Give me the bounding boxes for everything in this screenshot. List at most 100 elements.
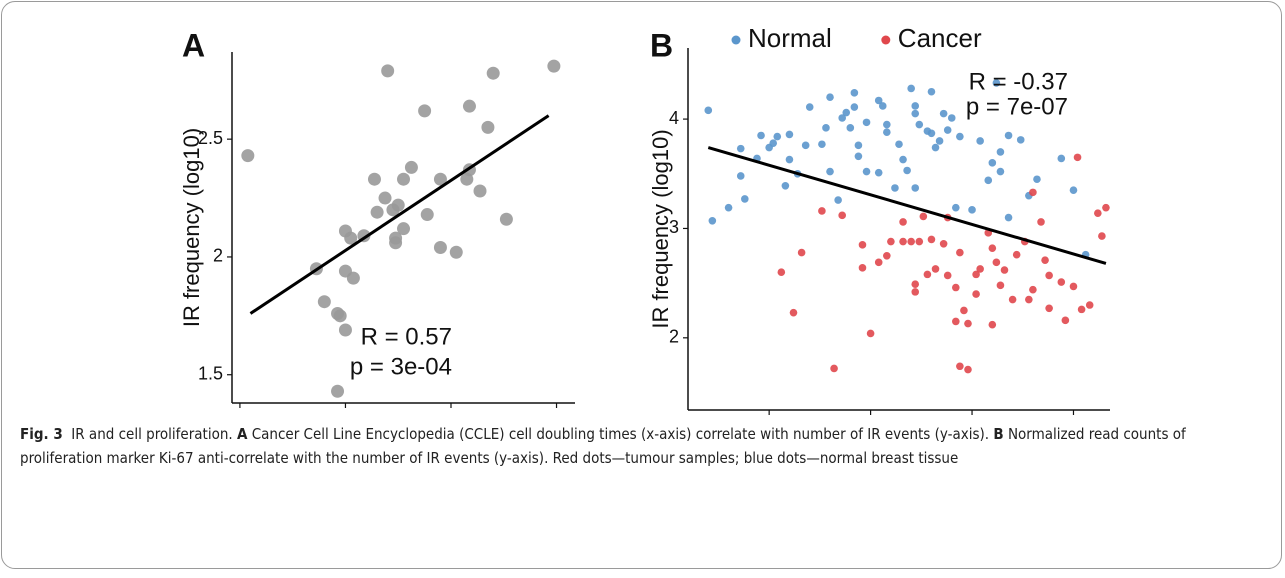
point (988, 159, 997, 167)
point (724, 203, 733, 212)
point (1012, 250, 1021, 259)
point (757, 131, 765, 140)
point (397, 222, 410, 236)
point (736, 144, 745, 153)
point (389, 236, 403, 250)
point (830, 364, 838, 373)
point (834, 196, 842, 204)
y-tick-label: 3 (669, 217, 679, 237)
legend-label: Cancer (898, 23, 982, 53)
point (1029, 285, 1037, 294)
point (1008, 295, 1017, 304)
point (883, 251, 891, 260)
annotation: R = 0.57 (361, 323, 452, 350)
point (972, 290, 980, 298)
point (907, 237, 915, 246)
point (911, 109, 920, 118)
point (317, 295, 331, 309)
point (952, 203, 960, 212)
point (915, 237, 924, 246)
point (903, 166, 911, 175)
point (919, 212, 928, 221)
point (887, 237, 895, 246)
point (911, 280, 920, 289)
point (911, 288, 920, 296)
panel-letter: B (993, 425, 1004, 443)
legend-swatch (881, 35, 891, 45)
point (899, 218, 907, 226)
point (1045, 304, 1053, 313)
point (785, 130, 794, 139)
point (481, 120, 495, 134)
point (1004, 131, 1013, 140)
legend-label: Normal (748, 23, 832, 53)
point (241, 149, 255, 163)
point (708, 216, 717, 225)
point (866, 329, 875, 338)
point (1069, 282, 1078, 291)
y-tick-label: 2.5 (198, 128, 223, 148)
y-axis-title: IR frequency (log10) (648, 129, 673, 328)
point (858, 264, 867, 272)
point (1102, 203, 1110, 212)
point (850, 89, 859, 97)
point (931, 265, 940, 273)
point (338, 323, 352, 337)
trend-line (249, 114, 550, 315)
point (1045, 271, 1053, 280)
point (943, 126, 952, 134)
y-axis-title: IR frequency (log10) (179, 128, 204, 327)
figure: A1.522.51.41.82.22.6Doubling time (hr, l… (179, 23, 1110, 415)
point (486, 66, 500, 80)
point (818, 207, 826, 215)
point (878, 102, 887, 110)
point (1057, 278, 1066, 286)
point (462, 99, 476, 113)
point (741, 195, 749, 203)
point (547, 59, 561, 73)
point (449, 245, 463, 259)
point (943, 271, 952, 280)
point (1037, 218, 1045, 226)
point (976, 265, 984, 273)
y-tick-label: 1.5 (198, 363, 223, 383)
panel-letter: A (236, 425, 248, 443)
point (883, 128, 891, 137)
point (397, 172, 410, 186)
point (473, 184, 487, 198)
point (1069, 186, 1078, 194)
point (960, 306, 968, 315)
point (972, 270, 980, 279)
figure-frame (1, 1, 1282, 569)
point (850, 103, 859, 111)
point (927, 87, 936, 96)
point (907, 84, 915, 93)
point (331, 384, 345, 398)
point (874, 258, 883, 267)
point (964, 319, 972, 328)
point (433, 172, 447, 186)
annotation: p = 7e-07 (966, 93, 1068, 120)
point (789, 308, 798, 317)
point (923, 270, 932, 279)
point (333, 309, 347, 323)
point (838, 114, 846, 122)
point (826, 93, 834, 102)
point (1057, 154, 1066, 163)
point (704, 106, 713, 115)
point (1041, 256, 1049, 264)
point (1033, 175, 1041, 184)
point (1085, 301, 1094, 309)
caption-label: Fig. 3 (20, 425, 63, 443)
point (996, 148, 1005, 156)
point (964, 365, 972, 374)
point (854, 141, 863, 150)
point (344, 231, 358, 245)
point (838, 211, 846, 220)
point (846, 124, 855, 132)
point (769, 139, 778, 147)
point (433, 241, 447, 255)
point (1029, 188, 1037, 197)
point (988, 244, 997, 252)
point (785, 155, 794, 164)
